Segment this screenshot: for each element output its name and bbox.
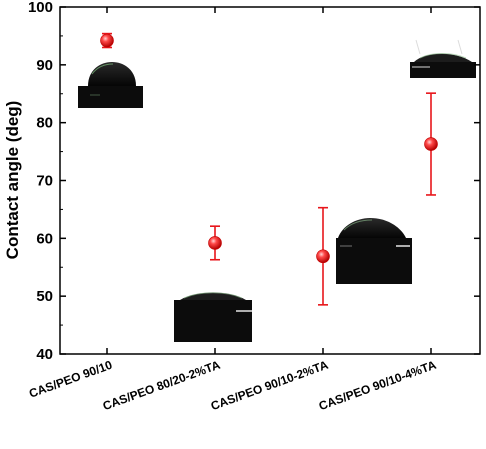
data-point: [100, 33, 114, 48]
x-category-label: CAS/PEO 90/10-2%TA: [209, 358, 330, 414]
y-tick-label: 70: [36, 173, 53, 190]
x-category-label: CAS/PEO 90/10-4%TA: [317, 358, 438, 414]
data-point: [208, 236, 222, 250]
droplet-photo-cas-peo-90-10-4ta: [410, 39, 476, 78]
y-tick-label: 60: [36, 230, 53, 247]
plot-frame: [59, 6, 481, 355]
y-tick-label: 90: [36, 57, 53, 74]
droplet-photo-cas-peo-80-20-2ta: [174, 292, 252, 342]
data-point: [316, 249, 330, 264]
data-point: [424, 137, 438, 151]
y-tick-label: 40: [36, 346, 53, 363]
y-axis-title: Contact angle (deg): [3, 101, 22, 260]
y-tick-label: 50: [36, 288, 53, 305]
x-category-label: CAS/PEO 90/10: [27, 358, 114, 401]
y-tick-label: 80: [36, 115, 53, 132]
data-points: [100, 33, 438, 264]
x-category-label: CAS/PEO 80/20-2%TA: [101, 358, 222, 414]
droplet-photo-cas-peo-90-10: [78, 62, 143, 108]
y-axis: 40 50 60 70 80 90 100: [28, 0, 480, 363]
y-tick-label: 100: [28, 0, 53, 16]
droplet-photo-cas-peo-90-10-2ta: [336, 218, 412, 284]
